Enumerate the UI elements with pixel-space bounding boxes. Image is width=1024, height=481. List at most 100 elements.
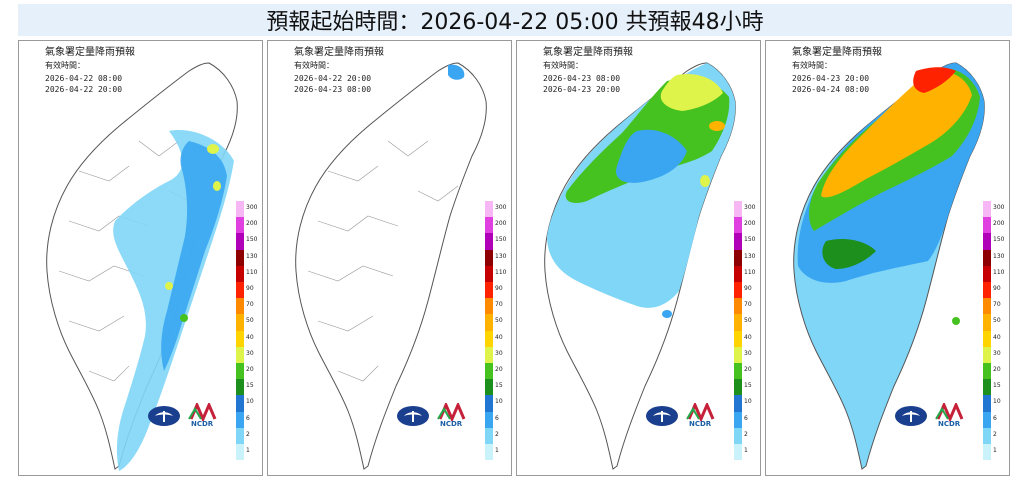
legend-label: 110 [744, 268, 756, 276]
cwa-logo-icon [148, 406, 180, 426]
legend-label: 130 [993, 252, 1005, 260]
legend-label: 15 [246, 382, 254, 390]
legend-swatch [485, 395, 493, 412]
legend-swatch [485, 314, 493, 331]
legend-swatch [983, 265, 991, 282]
legend-label: 20 [246, 366, 254, 373]
legend-swatch [734, 217, 742, 234]
legend-swatch [236, 330, 244, 347]
legend-label: 40 [993, 333, 1001, 341]
legend-swatch [236, 411, 244, 428]
legend-label: 1 [495, 447, 499, 454]
legend-swatch [236, 444, 244, 461]
legend-swatch [236, 379, 244, 396]
cwa-logo-icon [895, 406, 927, 426]
legend-label: 110 [246, 268, 258, 276]
ncdr-logo: NCDR [934, 401, 970, 429]
ncdr-logo-text: NCDR [938, 420, 961, 428]
legend-label: 130 [744, 252, 756, 260]
rainfall-legend: 300 200 150 130 110 90 70 50 40 30 20 15 10 6 2 1 [234, 201, 258, 461]
legend-swatch [983, 346, 991, 363]
legend-label: 90 [495, 285, 503, 292]
legend-label: 40 [246, 333, 254, 341]
legend-label: 90 [993, 285, 1001, 292]
ncdr-logo-icon [935, 401, 964, 423]
ncdr-logo: NCDR [436, 401, 472, 429]
legend-label: 30 [495, 349, 503, 357]
legend-swatch [983, 217, 991, 234]
legend-label: 20 [495, 366, 503, 373]
legend-swatch [734, 233, 742, 250]
legend-label: 200 [495, 220, 507, 228]
legend-label: 50 [993, 317, 1001, 325]
legend-label: 40 [495, 333, 503, 341]
legend-swatch [734, 314, 742, 331]
valid-end: 2026-04-24 08:00 [792, 85, 870, 94]
legend-swatch [236, 201, 244, 218]
legend-swatch [236, 298, 244, 315]
forecast-panel-1: 氣象署定量降雨預報 有效時間： 2026-04-22 08:00 2026-04… [18, 40, 263, 476]
legend-label: 30 [744, 349, 752, 357]
legend-swatch [236, 249, 244, 266]
ncdr-logo: NCDR [187, 401, 223, 429]
valid-start: 2026-04-23 08:00 [543, 74, 621, 83]
legend-label: 300 [246, 204, 258, 211]
logos: NCDR [645, 401, 725, 431]
rainfall-map-4 [793, 62, 985, 470]
legend-swatch [485, 346, 493, 363]
legend-label: 2 [495, 430, 499, 438]
legend-label: 1 [993, 447, 997, 454]
legend-swatch [236, 346, 244, 363]
legend-swatch [485, 379, 493, 396]
legend-label: 10 [495, 398, 503, 406]
legend-swatch [485, 282, 493, 299]
legend-label: 110 [993, 268, 1005, 276]
legend-swatch [983, 282, 991, 299]
legend-label: 2 [744, 430, 748, 438]
rainfall-map-3 [544, 62, 736, 470]
legend-label: 200 [993, 220, 1005, 228]
legend-swatch [983, 298, 991, 315]
legend-swatch [734, 298, 742, 315]
ncdr-logo-text: NCDR [689, 420, 712, 428]
legend-swatch [236, 217, 244, 234]
legend-swatch [236, 395, 244, 412]
legend-label: 70 [993, 301, 1001, 309]
valid-time-label: 有效時間： [543, 61, 583, 70]
legend-label: 6 [495, 414, 499, 422]
legend-swatch [236, 363, 244, 380]
legend-swatch [983, 395, 991, 412]
ncdr-logo-icon [437, 401, 466, 423]
panel-title: 氣象署定量降雨預報 [792, 47, 882, 58]
valid-start: 2026-04-22 08:00 [45, 74, 123, 83]
legend-swatch [236, 265, 244, 282]
legend-swatch [983, 379, 991, 396]
legend-label: 150 [993, 236, 1005, 244]
legend-swatch [734, 201, 742, 218]
legend-label: 130 [495, 252, 507, 260]
legend-swatch [734, 265, 742, 282]
rainfall-legend: 300 200 150 130 110 90 70 50 40 30 20 15 10 6 2 1 [483, 201, 507, 461]
panel-title: 氣象署定量降雨預報 [294, 47, 384, 58]
legend-swatch [734, 363, 742, 380]
legend-swatch [983, 427, 991, 444]
logos: NCDR [396, 401, 476, 431]
forecast-panel-2: 氣象署定量降雨預報 有效時間： 2026-04-22 20:00 2026-04… [267, 40, 512, 476]
legend-label: 150 [744, 236, 756, 244]
legend-label: 50 [246, 317, 254, 325]
legend-swatch [485, 363, 493, 380]
logos: NCDR [147, 401, 227, 431]
legend-label: 40 [744, 333, 752, 341]
ncdr-logo-text: NCDR [440, 420, 463, 428]
legend-label: 10 [744, 398, 752, 406]
valid-time-label: 有效時間： [294, 61, 334, 70]
legend-label: 300 [744, 204, 756, 211]
legend-swatch [734, 282, 742, 299]
legend-label: 30 [246, 349, 254, 357]
legend-label: 50 [495, 317, 503, 325]
legend-swatch [983, 330, 991, 347]
valid-start: 2026-04-23 20:00 [792, 74, 870, 83]
legend-swatch [485, 201, 493, 218]
legend-swatch [485, 444, 493, 461]
legend-label: 200 [744, 220, 756, 228]
